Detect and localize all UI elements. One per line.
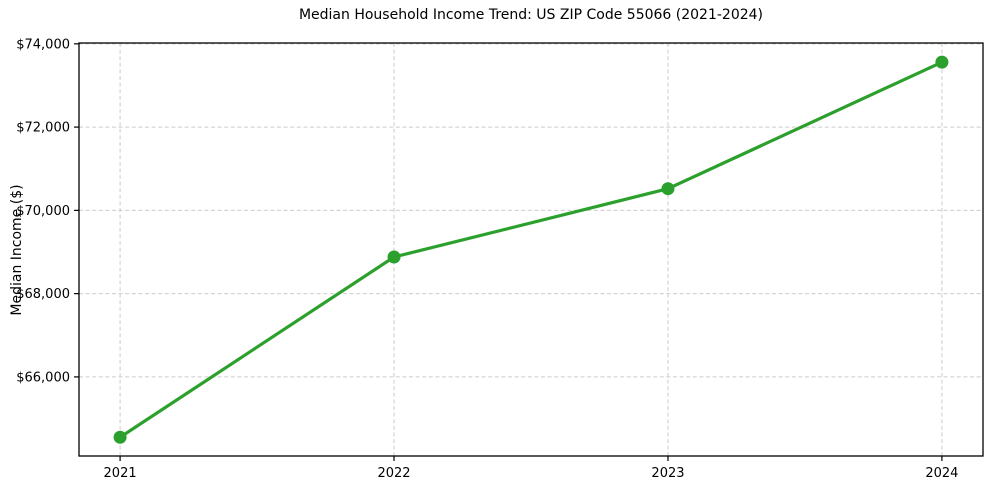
x-tick-label: 2021 [104, 466, 137, 481]
y-tick-label: $66,000 [16, 370, 70, 385]
y-tick-label: $68,000 [16, 287, 70, 302]
data-point [935, 55, 949, 69]
data-point [661, 182, 675, 196]
plot-border [78, 42, 984, 457]
y-tick-label: $74,000 [16, 37, 70, 52]
x-tick-label: 2022 [377, 466, 410, 481]
y-tick-label: $70,000 [16, 204, 70, 219]
trend-line [118, 60, 944, 439]
data-point [113, 430, 127, 444]
chart-title: Median Household Income Trend: US ZIP Co… [298, 7, 764, 23]
x-tick-label: 2024 [925, 466, 958, 481]
data-point [387, 250, 401, 264]
x-tick-label: 2023 [651, 466, 684, 481]
y-tick-label: $72,000 [16, 121, 70, 136]
